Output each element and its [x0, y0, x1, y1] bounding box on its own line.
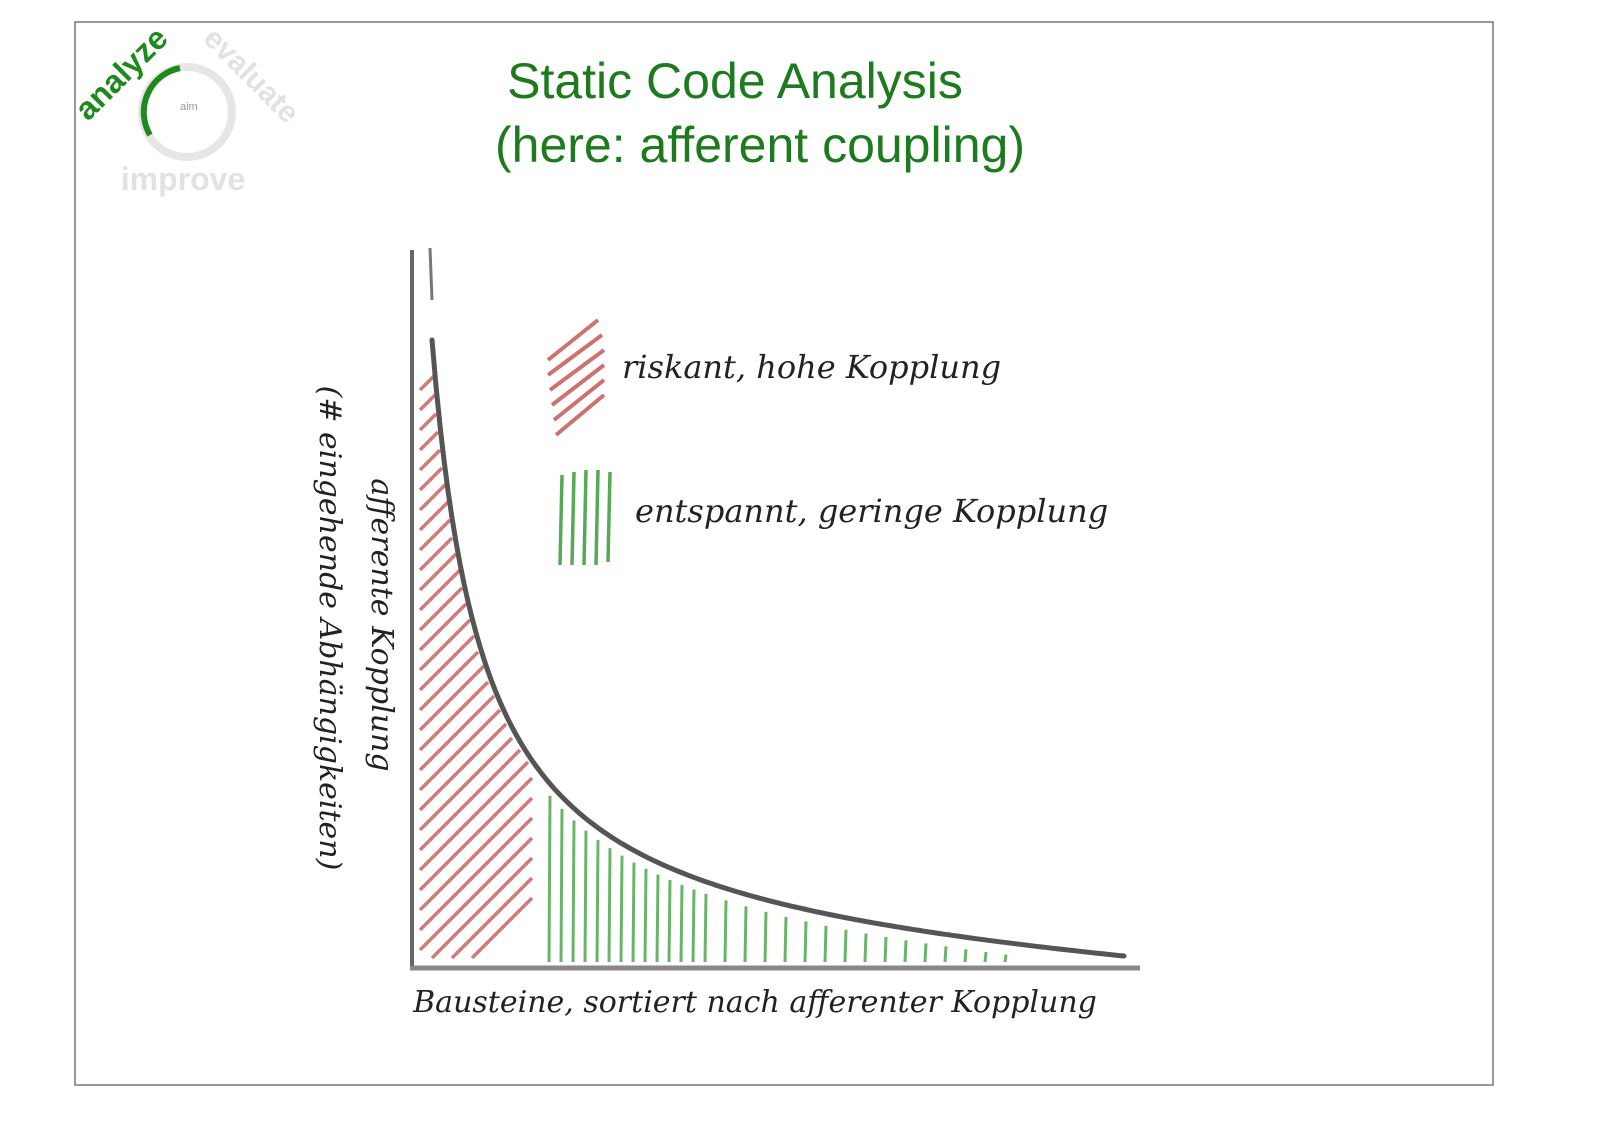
- logo-center: aim: [180, 101, 198, 113]
- hatch-line: [418, 482, 448, 512]
- hatch-line: [963, 949, 968, 963]
- hatch-line: [418, 602, 468, 652]
- hatch-line: [418, 708, 502, 792]
- hatch-line: [823, 925, 828, 963]
- hatch-line: [418, 466, 444, 492]
- subtitle: (here: afferent coupling): [495, 117, 1025, 173]
- hatch-line: [863, 933, 868, 963]
- hatch-line: [983, 951, 988, 963]
- logo-arrow: [140, 65, 181, 137]
- hatch-line: [547, 795, 552, 963]
- hatch-line: [843, 929, 848, 963]
- hatch-line: [667, 879, 672, 963]
- hatch-line: [923, 943, 928, 963]
- hatch-line: [418, 816, 534, 932]
- hatch-line: [783, 916, 788, 963]
- hatch-line: [418, 836, 534, 952]
- hatch-line: [418, 650, 480, 712]
- legend-label: entspannt, geringe Kopplung: [635, 492, 1108, 530]
- hatch-line: [619, 855, 624, 963]
- y-axis-tip: [428, 247, 434, 301]
- hatch-line: [763, 911, 768, 963]
- hatch-line: [703, 893, 708, 963]
- hatch-line: [903, 940, 908, 963]
- hatch-line: [418, 448, 442, 472]
- hatch-line: [643, 868, 648, 963]
- hatch-line: [418, 776, 534, 892]
- hatch-line: [450, 876, 534, 960]
- title: Static Code Analysis: [507, 53, 963, 109]
- hatch-line: [607, 848, 612, 963]
- hatch-line: [418, 586, 464, 632]
- y-axis-sublabel: (# eingehende Abhängigkeiten): [312, 386, 347, 871]
- hatch-line: [418, 680, 490, 752]
- hatch-line: [418, 664, 486, 732]
- hatch-line: [571, 820, 576, 963]
- slide-border: [74, 21, 1494, 1086]
- hatch-line: [418, 796, 534, 912]
- hatch-line: [418, 694, 496, 772]
- hatch-line: [418, 736, 514, 832]
- hatch-line: [430, 856, 534, 960]
- hatch-line: [803, 921, 808, 963]
- logo-word: improve: [121, 161, 245, 197]
- hatch-line: [418, 518, 452, 552]
- hatch-line: [418, 748, 522, 852]
- hatch-line: [418, 430, 440, 452]
- hatch-line: [559, 808, 564, 963]
- hatch-line: [1003, 954, 1008, 963]
- hatch-line: [418, 374, 436, 392]
- hatch-line: [418, 760, 530, 872]
- hatching: [418, 374, 1008, 963]
- hatch-line: [743, 906, 748, 963]
- hatch-line: [631, 862, 636, 963]
- hatch-line: [418, 500, 450, 532]
- hatch-line: [418, 536, 454, 572]
- hatch-line: [723, 900, 728, 963]
- hatch-line: [583, 830, 588, 963]
- legend-swatch-red: [546, 318, 606, 437]
- x-axis-label: Bausteine, sortiert nach afferenter Kopp…: [412, 985, 1097, 1020]
- hatch-line: [418, 618, 472, 672]
- hatch-line: [470, 896, 534, 960]
- curve: [429, 337, 1127, 959]
- hatch-line: [418, 634, 476, 692]
- hatch-line: [418, 552, 458, 592]
- hatch-line: [943, 946, 948, 963]
- legend-swatch-green: [558, 469, 612, 566]
- hatch-line: [418, 392, 438, 412]
- hatch-line: [595, 839, 600, 963]
- hatch-line: [679, 884, 684, 963]
- hatch-line: [418, 568, 462, 612]
- hatch-line: [655, 874, 660, 963]
- hatch-line: [418, 722, 508, 812]
- hatch-line: [691, 889, 696, 963]
- y-axis-label: afferente Kopplung: [364, 478, 399, 771]
- hatch-line: [418, 412, 438, 432]
- legend-label: riskant, hohe Kopplung: [622, 348, 1001, 386]
- hatch-line: [883, 936, 888, 963]
